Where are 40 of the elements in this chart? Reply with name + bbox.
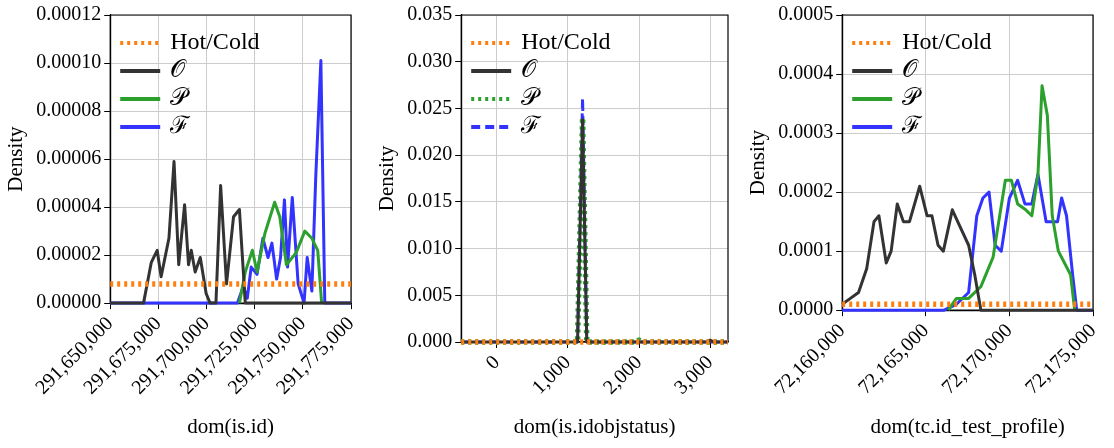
y-tick-label: 0.0000	[778, 297, 834, 320]
legend-label: 𝒪	[902, 56, 920, 83]
y-axis-title: Density	[745, 129, 770, 196]
y-tick-label: 0.0001	[778, 238, 834, 261]
y-tick-label: 0.005	[407, 282, 453, 305]
x-axis-title: dom(is.idobjstatus)	[513, 413, 676, 438]
legend-label: ℱ	[901, 112, 924, 139]
y-tick-label: 0.0004	[778, 61, 834, 84]
y-tick-label: 0.00012	[36, 2, 102, 25]
legend-label: 𝒪	[521, 56, 539, 83]
y-tick-label: 0.00006	[36, 146, 102, 169]
y-tick-label: 0.030	[407, 48, 453, 71]
y-tick-label: 0.00000	[36, 290, 102, 313]
x-tick-label: 0	[480, 350, 504, 374]
y-tick-label: 0.010	[407, 235, 453, 258]
y-tick-label: 0.015	[407, 189, 453, 212]
legend-label: 𝒫	[521, 84, 542, 111]
y-tick-label: 0.00004	[36, 194, 102, 217]
y-tick-label: 0.0003	[778, 120, 834, 143]
legend-label: Hot/Cold	[902, 28, 992, 55]
legend-label: 𝒫	[902, 84, 923, 111]
y-tick-label: 0.020	[407, 142, 453, 165]
x-axis-title: dom(tc.id_test_profile)	[870, 413, 1065, 438]
y-tick-label: 0.00010	[36, 50, 102, 73]
y-tick-label: 0.0002	[778, 179, 834, 202]
y-tick-label: 0.00008	[36, 98, 102, 121]
y-tick-label: 0.00002	[36, 242, 102, 265]
y-axis-title: Density	[3, 125, 28, 192]
legend-label: 𝒪	[170, 56, 188, 83]
y-tick-label: 0.035	[407, 2, 453, 25]
y-tick-label: 0.0005	[778, 2, 834, 25]
legend-label: 𝒫	[170, 84, 191, 111]
y-tick-label: 0.025	[407, 95, 453, 118]
legend-label: ℱ	[520, 112, 543, 139]
y-tick-label: 0.000	[407, 329, 453, 352]
legend-label: ℱ	[169, 112, 192, 139]
y-axis-title: Density	[374, 145, 399, 212]
legend-label: Hot/Cold	[170, 28, 260, 55]
x-axis-title: dom(is.id)	[187, 413, 275, 438]
legend-label: Hot/Cold	[521, 28, 611, 55]
